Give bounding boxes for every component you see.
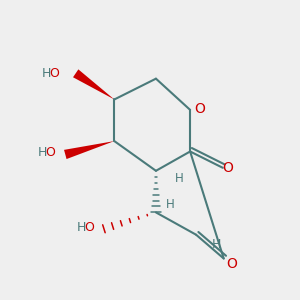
Text: H: H [76,221,86,234]
Text: O: O [50,67,59,80]
Text: H: H [211,238,221,251]
Text: O: O [222,161,233,176]
Polygon shape [64,141,114,159]
Text: O: O [84,221,94,234]
Polygon shape [73,69,114,100]
Text: O: O [226,257,237,272]
Text: O: O [194,102,206,116]
Text: H: H [38,146,47,160]
Text: O: O [46,146,56,160]
Text: H: H [175,172,183,185]
Text: H: H [42,67,51,80]
Text: H: H [166,198,174,211]
